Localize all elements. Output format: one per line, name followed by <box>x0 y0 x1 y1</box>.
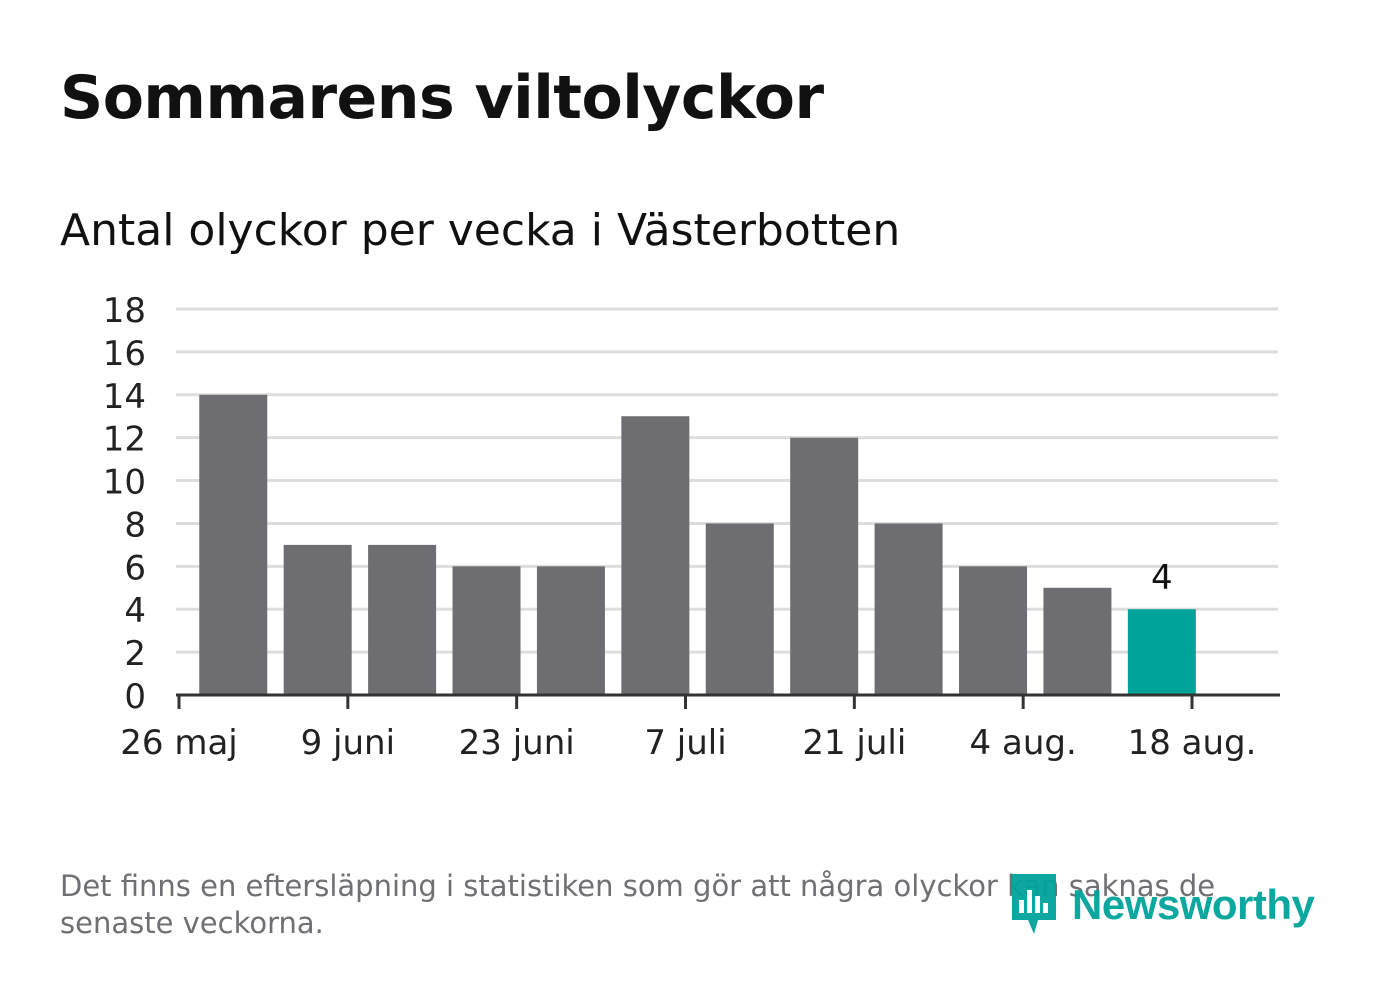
bar <box>452 566 521 695</box>
chart-title: Sommarens viltolyckor <box>60 63 824 133</box>
data-label: 4 <box>1151 558 1173 598</box>
bar <box>621 416 690 695</box>
y-tick-label: 16 <box>103 334 146 374</box>
y-tick-label: 18 <box>103 291 146 331</box>
bar <box>959 566 1028 695</box>
y-tick-label: 2 <box>124 634 146 674</box>
bar <box>705 523 774 695</box>
x-axis <box>176 693 1280 709</box>
bar <box>1043 587 1112 695</box>
x-tick-label: 9 juni <box>301 723 395 763</box>
bar <box>536 566 605 695</box>
bar <box>368 544 437 695</box>
y-tick-label: 8 <box>124 505 146 545</box>
bar <box>874 523 943 695</box>
bar <box>1127 609 1196 695</box>
newsworthy-logo-icon <box>1012 874 1056 934</box>
y-tick-label: 0 <box>124 677 146 717</box>
x-tick-label: 7 juli <box>644 723 726 763</box>
logo-text: Newsworthy <box>1072 881 1315 928</box>
x-tick-label: 18 aug. <box>1128 723 1257 763</box>
bar <box>199 394 268 695</box>
y-tick-label: 4 <box>124 591 146 631</box>
x-tick-label: 21 juli <box>802 723 906 763</box>
y-tick-label: 12 <box>103 420 146 460</box>
bar <box>283 544 352 695</box>
newsworthy-logo: Newsworthy <box>1008 872 1315 938</box>
bars <box>199 394 1196 695</box>
x-axis-tick-labels: 26 maj 9 juni 23 juni 7 juli 21 juli 4 aug. 18… <box>120 723 1256 763</box>
x-tick-label: 23 juni <box>459 723 575 763</box>
bar <box>790 437 859 695</box>
y-tick-label: 14 <box>103 377 146 417</box>
x-tick-label: 4 aug. <box>970 723 1077 763</box>
y-tick-label: 6 <box>124 548 146 588</box>
y-tick-label: 10 <box>103 463 146 503</box>
x-tick-label: 26 maj <box>120 723 237 763</box>
chart-subtitle: Antal olyckor per vecka i Västerbotten <box>60 205 901 256</box>
data-labels: 4 <box>1151 558 1173 598</box>
